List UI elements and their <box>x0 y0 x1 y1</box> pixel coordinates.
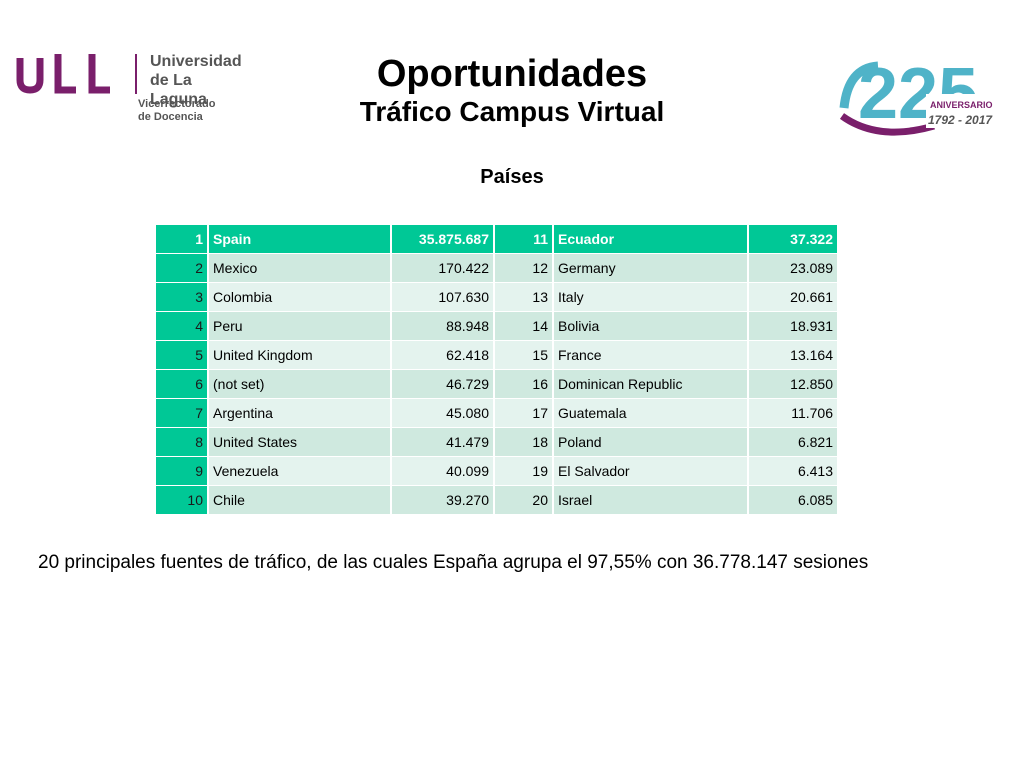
value-a-cell: 107.630 <box>392 283 493 311</box>
country-b-cell: Poland <box>554 428 747 456</box>
country-a-cell: Mexico <box>209 254 390 282</box>
table-row: 8 United States 41.479 18 Poland 6.821 <box>156 428 837 456</box>
value-b-cell: 6.821 <box>749 428 837 456</box>
country-a-cell: Chile <box>209 486 390 514</box>
rank-a-cell: 10 <box>156 486 207 514</box>
value-b-cell: 6.413 <box>749 457 837 485</box>
countries-table: 1 Spain 35.875.687 11 Ecuador 37.322 2 Mexico 17… <box>154 224 839 515</box>
value-b-cell: 18.931 <box>749 312 837 340</box>
table-row: 4 Peru 88.948 14 Bolivia 18.931 <box>156 312 837 340</box>
rank-a-cell: 7 <box>156 399 207 427</box>
country-b-cell: Bolivia <box>554 312 747 340</box>
anniversary-label: ANIVERSARIO <box>930 100 993 110</box>
value-a-cell: 41.479 <box>392 428 493 456</box>
value-b-cell: 23.089 <box>749 254 837 282</box>
rank-a-cell: 3 <box>156 283 207 311</box>
country-a-cell: United States <box>209 428 390 456</box>
footer-note: 20 principales fuentes de tráfico, de la… <box>38 552 869 573</box>
value-a-cell: 39.270 <box>392 486 493 514</box>
rank-b-cell: 18 <box>495 428 552 456</box>
country-b-cell: Ecuador <box>554 225 747 253</box>
rank-a-cell: 6 <box>156 370 207 398</box>
rank-b-cell: 20 <box>495 486 552 514</box>
country-b-cell: El Salvador <box>554 457 747 485</box>
logo-divider <box>135 54 137 94</box>
country-a-cell: Peru <box>209 312 390 340</box>
country-a-cell: Argentina <box>209 399 390 427</box>
ull-mark-icon <box>16 54 110 94</box>
value-b-cell: 20.661 <box>749 283 837 311</box>
rank-b-cell: 13 <box>495 283 552 311</box>
value-b-cell: 37.322 <box>749 225 837 253</box>
table-row: 1 Spain 35.875.687 11 Ecuador 37.322 <box>156 225 837 253</box>
table-row: 9 Venezuela 40.099 19 El Salvador 6.413 <box>156 457 837 485</box>
country-b-cell: Israel <box>554 486 747 514</box>
title-block: Oportunidades Tráfico Campus Virtual <box>312 52 712 128</box>
value-b-cell: 6.085 <box>749 486 837 514</box>
table-row: 6 (not set) 46.729 16 Dominican Republic 12.8… <box>156 370 837 398</box>
country-b-cell: Italy <box>554 283 747 311</box>
table-row: 10 Chile 39.270 20 Israel 6.085 <box>156 486 837 514</box>
rank-a-cell: 2 <box>156 254 207 282</box>
rank-b-cell: 16 <box>495 370 552 398</box>
rank-a-cell: 9 <box>156 457 207 485</box>
rank-a-cell: 4 <box>156 312 207 340</box>
value-a-cell: 170.422 <box>392 254 493 282</box>
rank-a-cell: 5 <box>156 341 207 369</box>
table-row: 2 Mexico 170.422 12 Germany 23.089 <box>156 254 837 282</box>
country-b-cell: Dominican Republic <box>554 370 747 398</box>
country-a-cell: (not set) <box>209 370 390 398</box>
rank-b-cell: 17 <box>495 399 552 427</box>
country-b-cell: Guatemala <box>554 399 747 427</box>
value-a-cell: 35.875.687 <box>392 225 493 253</box>
table-row: 7 Argentina 45.080 17 Guatemala 11.706 <box>156 399 837 427</box>
value-a-cell: 40.099 <box>392 457 493 485</box>
value-b-cell: 11.706 <box>749 399 837 427</box>
rank-a-cell: 1 <box>156 225 207 253</box>
page-subtitle: Tráfico Campus Virtual <box>359 96 665 127</box>
country-b-cell: France <box>554 341 747 369</box>
table-row: 5 United Kingdom 62.418 15 France 13.164 <box>156 341 837 369</box>
country-a-cell: Colombia <box>209 283 390 311</box>
rank-b-cell: 14 <box>495 312 552 340</box>
country-a-cell: Venezuela <box>209 457 390 485</box>
value-a-cell: 46.729 <box>392 370 493 398</box>
country-a-cell: United Kingdom <box>209 341 390 369</box>
countries-table-body: 1 Spain 35.875.687 11 Ecuador 37.322 2 Mexico 17… <box>156 225 837 514</box>
rank-b-cell: 19 <box>495 457 552 485</box>
table-row: 3 Colombia 107.630 13 Italy 20.661 <box>156 283 837 311</box>
anniversary-225-icon: 225 ANIVERSARIO 1792 - 2017 <box>839 54 994 136</box>
institution-name: Universidad de La Laguna <box>150 53 242 108</box>
rank-b-cell: 15 <box>495 341 552 369</box>
value-b-cell: 12.850 <box>749 370 837 398</box>
country-b-cell: Germany <box>554 254 747 282</box>
ull-logo: Universidad de La Laguna Vicerrectorado … <box>14 50 244 130</box>
value-b-cell: 13.164 <box>749 341 837 369</box>
country-a-cell: Spain <box>209 225 390 253</box>
value-a-cell: 45.080 <box>392 399 493 427</box>
department-name: Vicerrectorado de Docencia <box>138 98 216 123</box>
rank-b-cell: 12 <box>495 254 552 282</box>
page-title: Oportunidades <box>376 53 648 95</box>
rank-a-cell: 8 <box>156 428 207 456</box>
value-a-cell: 62.418 <box>392 341 493 369</box>
anniversary-years: 1792 - 2017 <box>928 113 993 127</box>
rank-b-cell: 11 <box>495 225 552 253</box>
value-a-cell: 88.948 <box>392 312 493 340</box>
anniversary-logo: 225 ANIVERSARIO 1792 - 2017 <box>838 38 998 138</box>
section-label: Países <box>480 166 544 188</box>
